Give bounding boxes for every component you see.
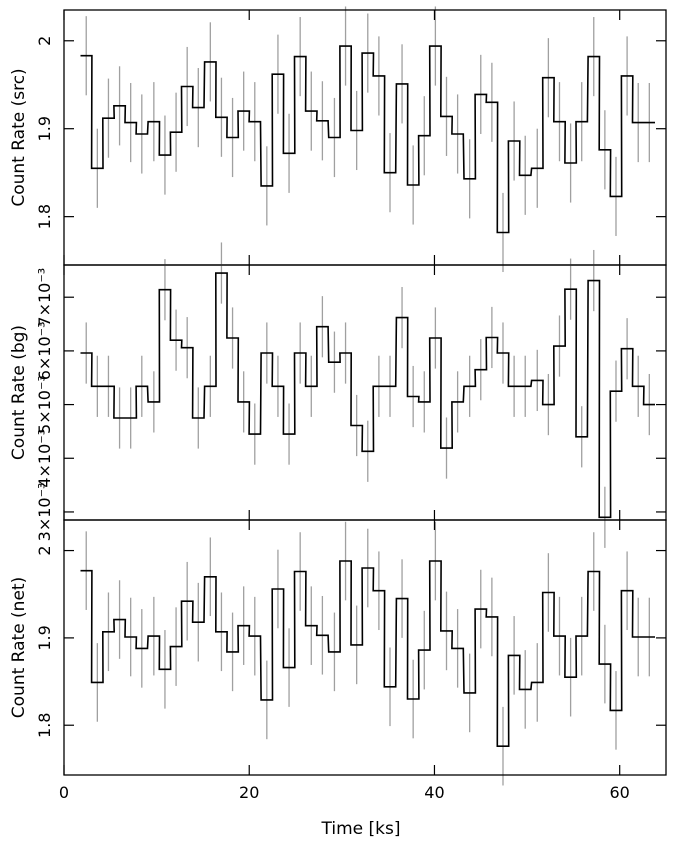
step-curve [80,272,655,519]
y-axis-label: Count Rate (net) [9,577,29,718]
y-axis-label: Count Rate (bg) [9,325,29,460]
x-tick-label: 20 [239,783,259,802]
y-tick-label: 4×10⁻³ [35,429,54,488]
step-curve [80,45,655,234]
y-tick-label: 2 [35,545,54,555]
y-axis-label: Count Rate (src) [9,68,29,206]
panel-frame [63,519,667,776]
y-tick-label: 7×10⁻³ [35,268,54,327]
x-axis-label: Time [ks] [321,819,401,839]
panel-3: 1.8 1.9 2 Count Rate (net) [9,519,667,786]
x-tick-label: 0 [59,783,69,802]
x-tick-label: 60 [610,783,630,802]
panel-2: 3×10⁻³4×10⁻³5×10⁻³6×10⁻³7×10⁻³ Count Rate… [9,242,667,548]
y-tick-label: 5×10⁻³ [35,375,54,434]
y-tick-label: 3×10⁻³ [35,483,54,542]
step-curve [80,560,655,747]
y-tick-label: 1.9 [35,116,54,141]
y-tick-label: 1.9 [35,625,54,650]
panel-1: 1.8 1.9 2 Count Rate (src) [9,6,667,273]
y-tick-label: 2 [35,36,54,46]
y-tick-label: 1.8 [35,204,54,229]
y-tick-label: 6×10⁻³ [35,321,54,380]
y-tick-label: 1.8 [35,712,54,737]
x-tick-label: 40 [424,783,444,802]
